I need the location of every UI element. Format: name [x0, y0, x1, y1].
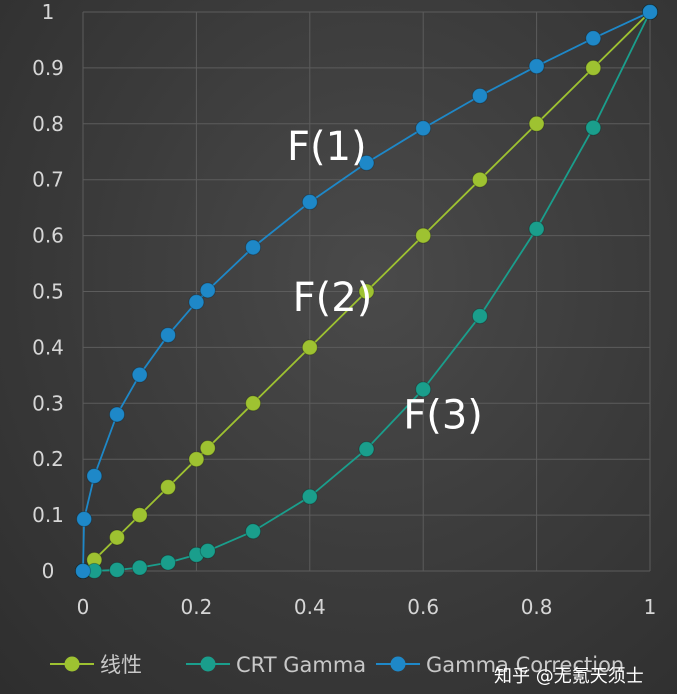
- data-point: [76, 511, 93, 528]
- watermark: 知乎 @无氪天须士: [494, 666, 644, 687]
- data-point: [245, 395, 262, 412]
- data-point: [528, 58, 545, 75]
- data-point: [585, 30, 602, 47]
- data-point: [109, 406, 126, 423]
- x-axis-ticks: 0 0.2 0.4 0.6 0.8 1: [77, 595, 657, 619]
- y-tick-label: 0.4: [32, 335, 64, 359]
- data-point: [301, 339, 318, 356]
- data-point: [188, 294, 205, 311]
- data-point: [199, 282, 216, 299]
- legend-label: 线性: [100, 653, 142, 677]
- data-point: [301, 194, 318, 211]
- data-point: [199, 542, 216, 559]
- y-tick-label: 1: [42, 0, 55, 24]
- data-point: [415, 381, 432, 398]
- legend-marker: [64, 656, 80, 672]
- legend-label: Gamma Correction: [426, 653, 624, 677]
- data-point: [131, 507, 148, 524]
- data-point: [471, 171, 488, 188]
- data-point: [358, 283, 375, 300]
- x-tick-label: 0: [77, 595, 90, 619]
- data-point: [471, 87, 488, 104]
- x-tick-label: 0.8: [521, 595, 553, 619]
- x-tick-label: 0.2: [180, 595, 212, 619]
- legend-label: CRT Gamma: [236, 653, 366, 677]
- x-tick-label: 0.6: [407, 595, 439, 619]
- x-tick-label: 0.4: [294, 595, 326, 619]
- y-axis-ticks: 0 0.1 0.2 0.3 0.4 0.5 0.6 0.7 0.8 0.9 1: [32, 0, 64, 583]
- data-point: [585, 59, 602, 76]
- data-point: [75, 563, 91, 579]
- y-tick-label: 0.3: [32, 391, 64, 415]
- data-point: [245, 239, 262, 256]
- curve-annotation: F(2): [293, 275, 373, 321]
- series-layer: [75, 4, 658, 579]
- legend: 线性 CRT Gamma Gamma Correction: [50, 653, 624, 677]
- data-point: [109, 561, 126, 578]
- data-point: [160, 554, 177, 571]
- y-tick-label: 0.1: [32, 503, 64, 527]
- data-point: [86, 467, 103, 484]
- curve-annotation: F(1): [287, 124, 367, 170]
- y-tick-label: 0: [42, 559, 55, 583]
- data-point: [245, 523, 262, 540]
- curve-annotation: F(3): [403, 392, 483, 438]
- y-tick-label: 0.9: [32, 56, 64, 80]
- data-point: [358, 154, 375, 171]
- data-point: [131, 559, 148, 576]
- legend-marker: [390, 656, 406, 672]
- series-1: [75, 4, 658, 579]
- data-point: [415, 227, 432, 244]
- data-point: [415, 120, 432, 137]
- data-point: [109, 529, 126, 546]
- data-point: [199, 440, 216, 457]
- y-tick-label: 0.6: [32, 224, 64, 248]
- data-point: [160, 479, 177, 496]
- y-tick-label: 0.8: [32, 112, 64, 136]
- series-line: [82, 11, 651, 572]
- annotations: F(1) F(2) F(3): [287, 124, 483, 438]
- x-tick-label: 1: [644, 595, 657, 619]
- data-point: [301, 488, 318, 505]
- data-point: [642, 4, 658, 20]
- series-2: [75, 4, 658, 579]
- legend-marker: [200, 656, 216, 672]
- y-tick-label: 0.2: [32, 447, 64, 471]
- y-tick-label: 0.7: [32, 168, 64, 192]
- data-point: [471, 308, 488, 325]
- y-tick-label: 0.5: [32, 280, 64, 304]
- data-point: [160, 327, 177, 344]
- data-point: [528, 220, 545, 237]
- data-point: [131, 366, 148, 383]
- data-point: [585, 119, 602, 136]
- data-point: [358, 441, 375, 458]
- data-point: [188, 451, 205, 468]
- data-point: [528, 115, 545, 132]
